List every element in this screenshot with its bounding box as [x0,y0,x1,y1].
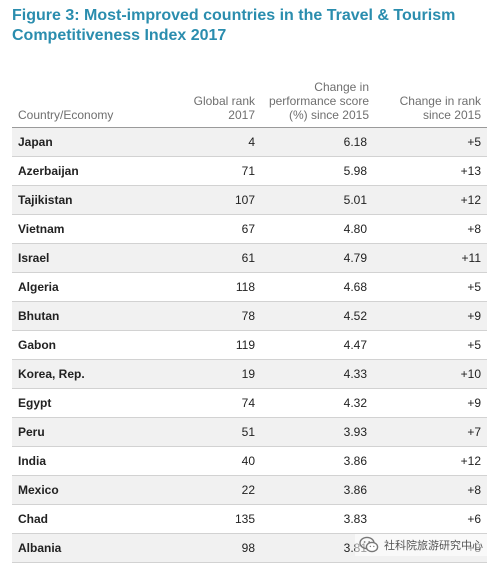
country-cell: Israel [12,243,187,273]
table-row: Peru 51 3.93 +7 [12,417,487,447]
score-change-cell: 4.32 [261,388,375,418]
column-header-country: Country/Economy [12,62,187,128]
rank-cell: 78 [187,301,261,331]
score-change-cell: 3.93 [261,417,375,447]
score-change-cell: 4.33 [261,359,375,389]
rank-change-cell: +12 [375,185,487,215]
rank-change-cell: +5 [375,330,487,360]
country-cell: Tajikistan [12,185,187,215]
country-cell: Mexico [12,475,187,505]
rank-cell: 4 [187,127,261,157]
rank-cell: 118 [187,272,261,302]
score-change-cell: 3.83 [261,504,375,534]
rank-cell: 119 [187,330,261,360]
score-change-cell: 4.79 [261,243,375,273]
country-cell: Egypt [12,388,187,418]
score-change-cell: 4.68 [261,272,375,302]
table-row: Tajikistan 107 5.01 +12 [12,185,487,215]
table-row: Chad 135 3.83 +6 [12,504,487,534]
country-cell: Azerbaijan [12,156,187,186]
score-change-cell: 4.47 [261,330,375,360]
table-row: Bhutan 78 4.52 +9 [12,301,487,331]
rank-cell: 98 [187,533,261,563]
ranking-table-container: Country/Economy Global rank 2017 Change … [12,62,487,563]
score-change-cell: 5.98 [261,156,375,186]
rank-change-cell: +9 [375,301,487,331]
table-row: India 40 3.86 +12 [12,446,487,476]
column-header-rank: Global rank 2017 [187,62,261,128]
rank-cell: 51 [187,417,261,447]
table-row: Japan 4 6.18 +5 [12,127,487,157]
country-cell: Chad [12,504,187,534]
country-cell: Japan [12,127,187,157]
rank-cell: 19 [187,359,261,389]
table-row: Mexico 22 3.86 +8 [12,475,487,505]
column-header-rank-change: Change in rank since 2015 [375,62,487,128]
table-body: Japan 4 6.18 +5 Azerbaijan 71 5.98 +13 Tajikista… [12,127,487,563]
country-cell: Peru [12,417,187,447]
table-row: Vietnam 67 4.80 +8 [12,214,487,244]
table-row: Azerbaijan 71 5.98 +13 [12,156,487,186]
table-row: Egypt 74 4.32 +9 [12,388,487,418]
score-change-cell: 3.86 [261,475,375,505]
figure-title: Figure 3: Most-improved countries in the… [12,7,456,44]
rank-change-cell: +7 [375,417,487,447]
table-row: Gabon 119 4.47 +5 [12,330,487,360]
table-header: Country/Economy Global rank 2017 Change … [12,62,487,128]
score-change-cell: 4.80 [261,214,375,244]
rank-cell: 67 [187,214,261,244]
rank-cell: 40 [187,446,261,476]
rank-cell: 74 [187,388,261,418]
country-cell: Vietnam [12,214,187,244]
watermark-text: 社科院旅游研究中心 [384,539,483,552]
score-change-cell: 4.52 [261,301,375,331]
country-cell: Korea, Rep. [12,359,187,389]
country-cell: Albania [12,533,187,563]
table-row: Israel 61 4.79 +11 [12,243,487,273]
country-cell: Algeria [12,272,187,302]
table-row: Korea, Rep. 19 4.33 +10 [12,359,487,389]
watermark: 社科院旅游研究中心 [355,534,487,556]
country-cell: India [12,446,187,476]
rank-cell: 61 [187,243,261,273]
rank-change-cell: +13 [375,156,487,186]
rank-change-cell: +5 [375,127,487,157]
rank-cell: 22 [187,475,261,505]
wechat-icon [359,536,379,553]
score-change-cell: 6.18 [261,127,375,157]
score-change-cell: 3.86 [261,446,375,476]
table-row: Algeria 118 4.68 +5 [12,272,487,302]
score-change-cell: 5.01 [261,185,375,215]
header-row: Country/Economy Global rank 2017 Change … [12,62,487,128]
rank-change-cell: +11 [375,243,487,273]
rank-change-cell: +8 [375,475,487,505]
rank-change-cell: +6 [375,504,487,534]
rank-cell: 135 [187,504,261,534]
country-cell: Bhutan [12,301,187,331]
rank-change-cell: +9 [375,388,487,418]
rank-change-cell: +12 [375,446,487,476]
rank-change-cell: +5 [375,272,487,302]
rank-change-cell: +10 [375,359,487,389]
ranking-table: Country/Economy Global rank 2017 Change … [12,62,487,563]
rank-cell: 107 [187,185,261,215]
column-header-score-change: Change in performance score (%) since 20… [261,62,375,128]
rank-change-cell: +8 [375,214,487,244]
rank-cell: 71 [187,156,261,186]
country-cell: Gabon [12,330,187,360]
